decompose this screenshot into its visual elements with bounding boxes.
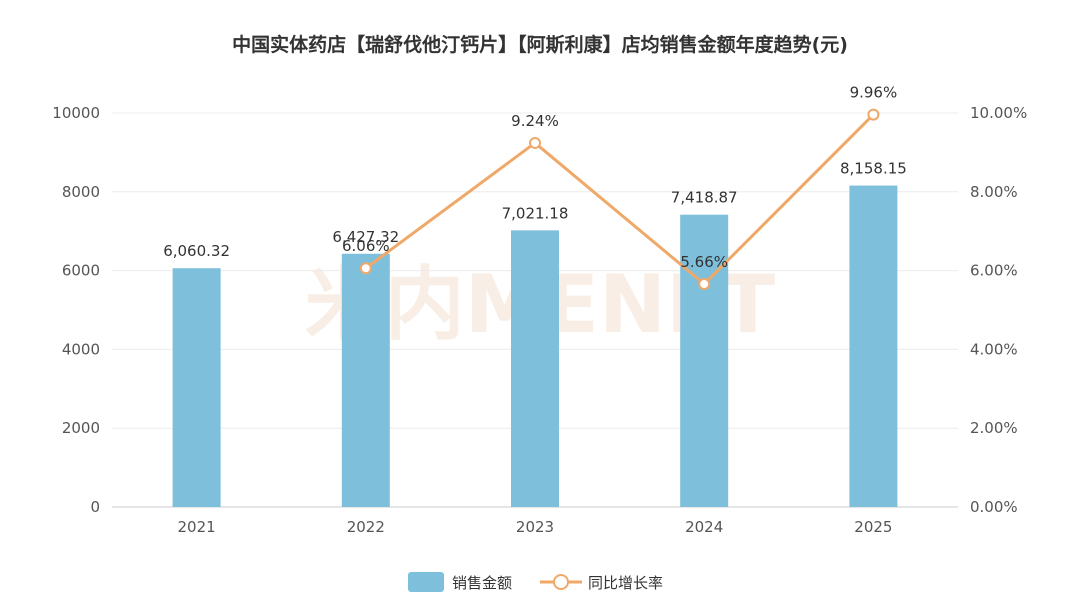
y-left-tick-label: 6000 — [62, 262, 100, 280]
bar — [172, 268, 221, 507]
y-left-tick-label: 4000 — [62, 340, 100, 358]
growth-rate-point — [529, 136, 541, 149]
growth-rate-point — [359, 262, 372, 275]
legend-label-bar: 销售金额 — [452, 574, 512, 592]
x-tick-label: 2023 — [516, 518, 554, 536]
bar-value-label: 7,021.18 — [502, 204, 569, 222]
growth-rate-label: 9.96% — [850, 84, 898, 102]
x-tick-label: 2024 — [685, 518, 723, 536]
x-tick-label: 2022 — [347, 518, 385, 536]
y-right-tick-label: 0.00% — [970, 498, 1018, 516]
growth-rate-label: 5.66% — [680, 253, 728, 271]
y-left-tick-label: 10000 — [52, 104, 100, 122]
bar-value-label: 6,060.32 — [163, 242, 230, 260]
legend-swatch-marker — [553, 574, 569, 590]
growth-rate-line — [364, 113, 875, 287]
y-left-tick-label: 0 — [90, 498, 100, 516]
y-left-tick-label: 8000 — [62, 183, 100, 201]
y-right-tick-label: 4.00% — [970, 340, 1018, 358]
growth-rate-label: 6.06% — [342, 237, 390, 255]
y-right-tick-label: 10.00% — [970, 104, 1027, 122]
growth-rate-point — [867, 108, 880, 121]
bar — [341, 253, 390, 507]
bar-value-label: 7,418.87 — [671, 189, 738, 207]
y-right-tick-label: 2.00% — [970, 419, 1018, 437]
y-right-tick-label: 8.00% — [970, 183, 1018, 201]
legend-swatch-bar — [408, 572, 444, 592]
bar — [680, 214, 729, 507]
bar — [511, 230, 559, 507]
bar — [849, 185, 898, 507]
bar-value-label: 8,158.15 — [840, 160, 907, 178]
growth-rate-point — [698, 277, 711, 290]
bar-value-label: 6,427.32 — [332, 228, 399, 246]
y-right-tick-label: 6.00% — [970, 262, 1018, 280]
x-tick-label: 2021 — [178, 518, 216, 536]
x-tick-label: 2025 — [854, 518, 892, 536]
growth-rate-label: 9.24% — [511, 112, 559, 130]
chart-title: 中国实体药店【瑞舒伐他汀钙片】【阿斯利康】店均销售金额年度趋势(元) — [232, 34, 848, 56]
y-left-tick-label: 2000 — [62, 419, 100, 437]
legend-label-line: 同比增长率 — [588, 574, 663, 592]
